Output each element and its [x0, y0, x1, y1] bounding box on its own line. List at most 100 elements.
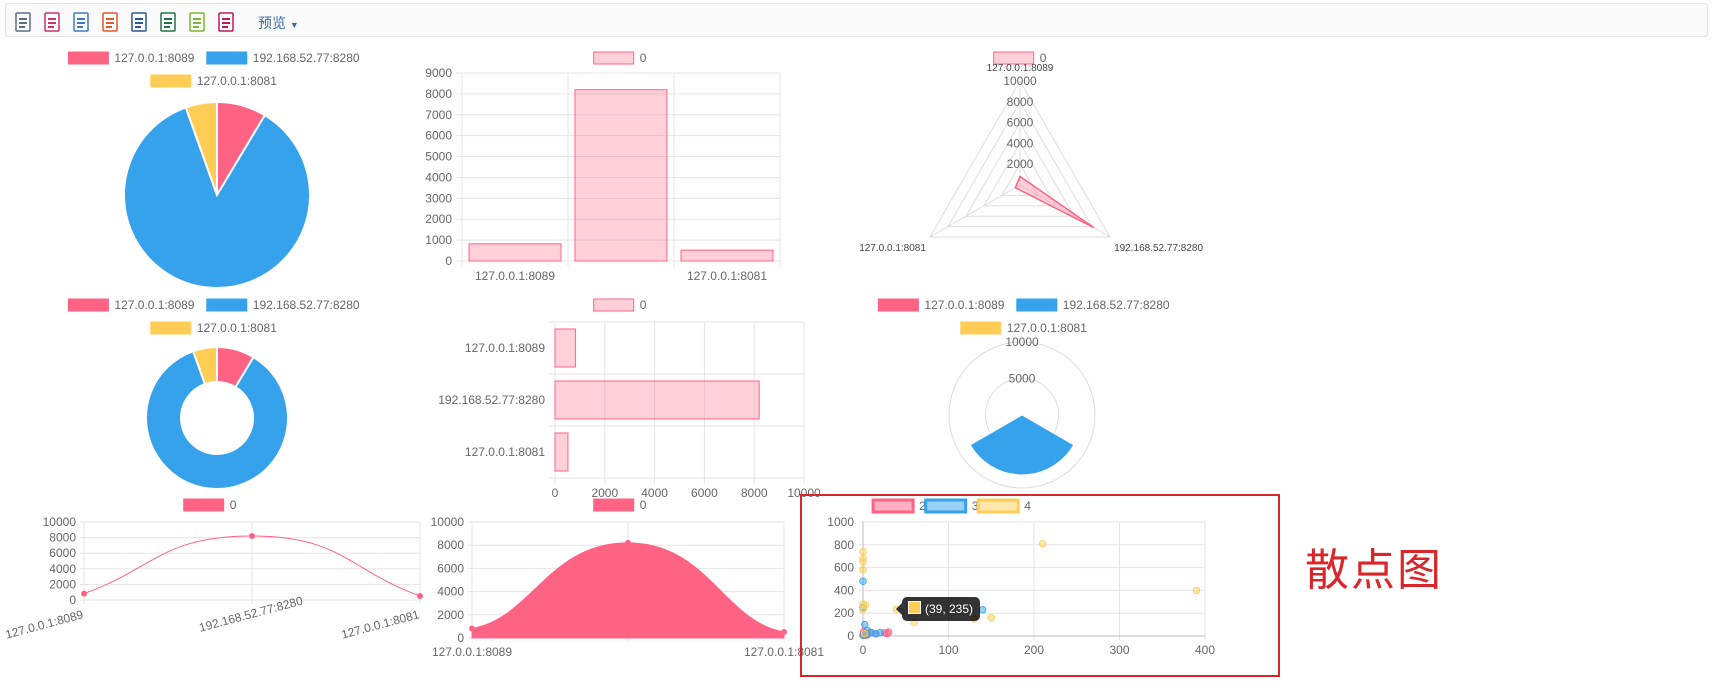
word-icon[interactable]: [130, 12, 148, 32]
x-tick-label: 2000: [591, 486, 618, 500]
legend-swatch: [150, 321, 192, 335]
pdf-icon[interactable]: [101, 12, 119, 32]
legend-label: 0: [640, 498, 647, 512]
x-tick-label: 127.0.0.1:8089: [432, 645, 512, 659]
data-point: [469, 625, 475, 632]
legend-swatch: [206, 298, 248, 312]
y-tick-label: 3000: [425, 191, 452, 205]
radar-spoke: [929, 184, 1021, 238]
pie-chart: 127.0.0.1:8089 192.168.52.77:8280 127.0.0.…: [60, 45, 380, 289]
y-tick-label: 127.0.0.1:8089: [465, 341, 545, 355]
polar-tick-label: 5000: [1009, 372, 1036, 386]
radar-grid: [965, 121, 1075, 217]
legend-label: 0: [1040, 51, 1047, 65]
radar-axis-label: 127.0.0.1:8081: [859, 243, 926, 254]
x-tick-label: 400: [1195, 643, 1215, 657]
x-tick-label: 127.0.0.1:8089: [4, 607, 85, 641]
scatter-highlight-box: [800, 494, 1280, 677]
x-tick-label: 127.0.0.1:8081: [687, 269, 767, 283]
data-point: [81, 590, 87, 597]
legend-label: 127.0.0.1:8089: [114, 298, 194, 312]
scatter-point-series-4: [1192, 586, 1201, 595]
x-tick-label: 0: [860, 643, 867, 657]
radar-area: [1014, 175, 1095, 229]
legend-label: 127.0.0.1:8089: [924, 298, 1004, 312]
legend-label: 192.168.52.77:8280: [1063, 298, 1170, 312]
y-tick-label: 600: [834, 561, 854, 575]
polar-grid: [948, 341, 1096, 489]
y-tick-label: 127.0.0.1:8081: [465, 445, 545, 459]
print-icon[interactable]: [43, 12, 61, 32]
x-tick-label: 300: [1109, 643, 1129, 657]
polar-area-chart: 127.0.0.1:8089 192.168.52.77:8280 127.0.0.…: [850, 292, 1210, 492]
scatter-point-series-4: [859, 606, 867, 614]
scatter-point-series-4: [987, 614, 995, 622]
radar-tick-label: 10000: [1003, 74, 1037, 88]
legend-swatch: [960, 321, 1002, 335]
legend-label: 4: [1024, 499, 1031, 513]
legend-label: 0: [640, 298, 647, 312]
legend-swatch: [976, 498, 1020, 514]
series-area: [471, 542, 785, 639]
radar-tick-label: 6000: [1007, 116, 1034, 130]
pie-slice: [123, 106, 311, 289]
bar: [574, 89, 668, 262]
y-tick-label: 4000: [425, 170, 452, 184]
legend-swatch: [593, 498, 635, 512]
y-tick-label: 400: [834, 583, 854, 597]
data-point: [249, 533, 255, 540]
y-tick-label: 0: [69, 593, 76, 607]
bar: [554, 328, 576, 368]
legend-swatch: [877, 298, 919, 312]
tooltip-text: (39, 235): [925, 602, 974, 616]
x-tick-label: 4000: [641, 486, 668, 500]
bar: [680, 249, 774, 262]
radar-tick-label: 2000: [1007, 157, 1034, 171]
template-icon[interactable]: [14, 12, 32, 32]
excel-alt-icon[interactable]: [188, 12, 206, 32]
legend-swatch: [150, 74, 192, 88]
x-tick-label: 127.0.0.1:8081: [744, 645, 824, 659]
chevron-down-icon: ▼: [289, 20, 299, 30]
scatter-point-series-3: [859, 577, 867, 585]
legend-swatch: [593, 51, 635, 65]
legend-label: 2: [919, 499, 926, 513]
scatter-point-series-2: [884, 628, 893, 636]
legend-swatch: [206, 51, 248, 65]
excel-icon[interactable]: [159, 12, 177, 32]
x-tick-label: 200: [1024, 643, 1044, 657]
scatter-point-series-3: [876, 628, 884, 637]
pie-svg: 127.0.0.1:8089 192.168.52.77:8280 127.0.0.…: [67, 51, 360, 289]
radar-axis-label: 127.0.0.1:8089: [987, 63, 1054, 74]
x-tick-label: 10000: [787, 486, 821, 500]
scatter-chart: 2 3 4 1000 800 600 400 200 0 0 100 200 300 400: [800, 494, 1280, 674]
legend-label: 192.168.52.77:8280: [253, 51, 360, 65]
y-tick-label: 6000: [425, 129, 452, 143]
scatter-point-series-4: [1038, 539, 1047, 548]
print-preview-icon[interactable]: [72, 12, 90, 32]
legend-swatch: [993, 51, 1035, 65]
radar-grid: [929, 80, 1111, 238]
legend-swatch: [924, 498, 968, 514]
y-tick-label: 6000: [437, 561, 464, 575]
excel-export-icon[interactable]: [217, 12, 235, 32]
y-tick-label: 4000: [49, 562, 76, 576]
horizontal-bar-chart: 0 0 2000 4000 6000 8000 10000 127.0.0.1:8089 192…: [420, 292, 840, 500]
x-tick-label: 8000: [741, 486, 768, 500]
polar-segment: [969, 414, 1075, 476]
legend-swatch: [183, 498, 225, 512]
y-tick-label: 8000: [437, 538, 464, 552]
doughnut-svg: 127.0.0.1:8089 192.168.52.77:8280 127.0.0.…: [67, 298, 360, 490]
y-tick-label: 1000: [827, 515, 854, 529]
y-tick-label: 5000: [425, 150, 452, 164]
pie-slice: [184, 100, 218, 196]
tooltip-swatch: [908, 601, 921, 614]
hbar-svg: 0 0 2000 4000 6000 8000 10000 127.0.0.1:8089 192…: [438, 298, 821, 500]
preview-dropdown[interactable]: 预览 ▼: [258, 13, 299, 33]
y-tick-label: 192.168.52.77:8280: [438, 393, 545, 407]
preview-label: 预览: [258, 15, 286, 31]
y-tick-label: 8000: [425, 87, 452, 101]
legend-label: 127.0.0.1:8089: [114, 51, 194, 65]
